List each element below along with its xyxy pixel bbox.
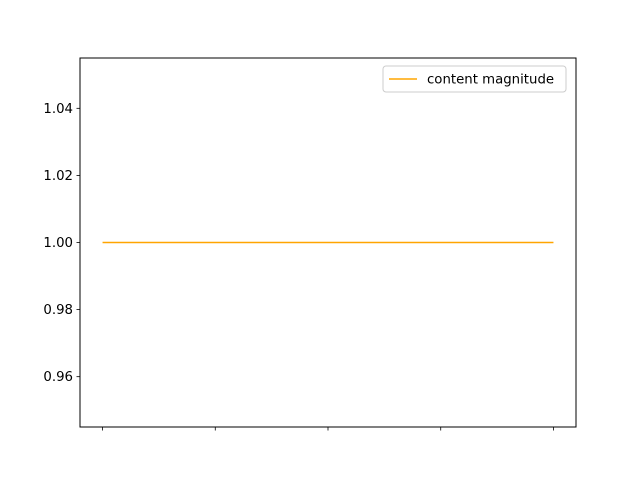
y-tick-label: 1.00 bbox=[43, 236, 73, 251]
legend-label: content magnitude bbox=[427, 73, 554, 88]
legend-box bbox=[382, 65, 567, 93]
legend: content magnitude bbox=[382, 65, 567, 93]
x-axis bbox=[102, 427, 554, 431]
y-tick-label: 1.04 bbox=[43, 102, 73, 117]
y-tick-label: 1.02 bbox=[43, 169, 73, 184]
plot-frame bbox=[79, 57, 577, 428]
y-tick-label: 0.98 bbox=[43, 303, 73, 318]
y-axis: 0.96 0.98 1.00 1.02 1.04 bbox=[43, 102, 80, 385]
y-tick-label: 0.96 bbox=[43, 370, 73, 385]
